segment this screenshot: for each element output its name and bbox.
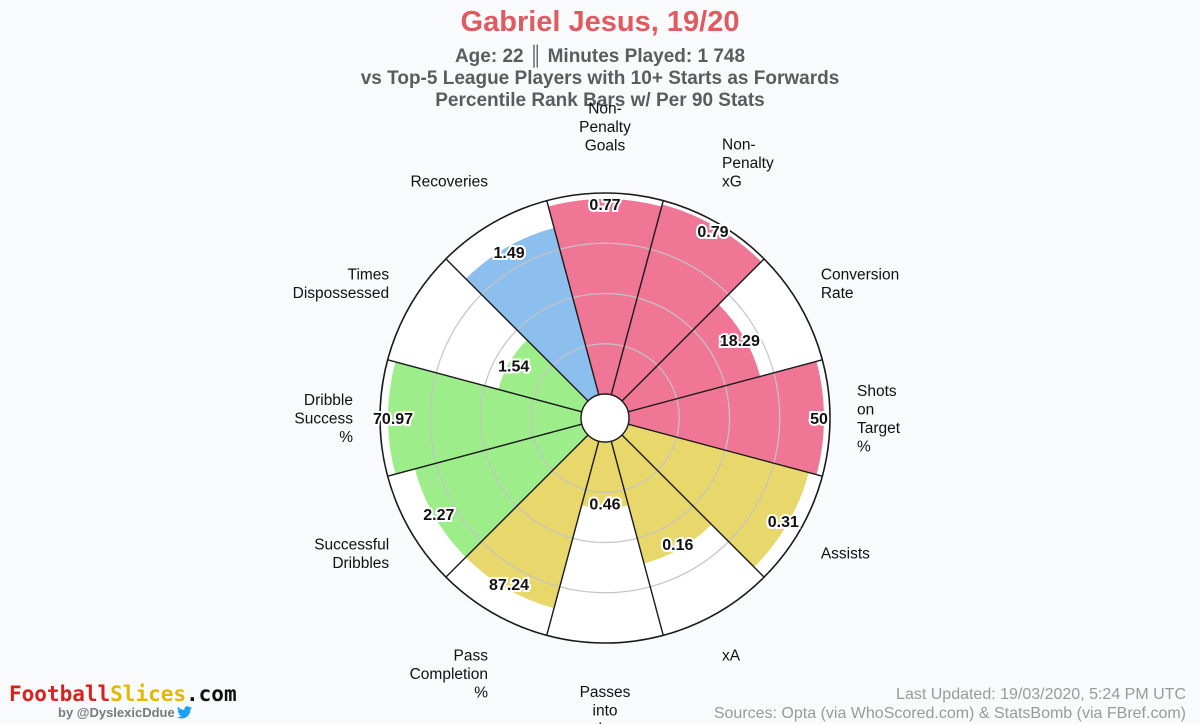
segment-divider	[628, 423, 823, 477]
value-label: 50	[810, 411, 828, 428]
category-label: Conversion Rate	[821, 266, 899, 302]
segment-divider	[610, 200, 664, 395]
category-label: Assists	[821, 546, 870, 563]
category-label: PassesintothePenalty	[579, 684, 631, 724]
byline-text: by @DyslexicDdue	[58, 705, 175, 720]
brand-part-3: .com	[186, 682, 237, 706]
value-label: 0.31	[768, 514, 799, 531]
bar-non-penalty-goals	[548, 199, 662, 395]
segment-divider	[546, 441, 600, 636]
category-label: Shots on Target%	[857, 383, 901, 456]
grid-ring	[479, 292, 731, 544]
twitter-bird-icon	[176, 706, 192, 719]
segment-divider	[610, 441, 664, 636]
segment-divider	[621, 258, 765, 402]
value-label: 18.29	[720, 333, 760, 350]
category-label: Non-Penalty xG	[722, 136, 774, 190]
bar-shots-on-target-	[628, 361, 824, 475]
subtitle-comparison: vs Top-5 League Players with 10+ Starts …	[360, 68, 840, 89]
category-label: Times Dispossessed	[293, 266, 390, 302]
segment-divider	[445, 434, 589, 578]
segment-divider	[445, 258, 589, 402]
data-sources: Sources: Opta (via WhoScored.com) & Stat…	[713, 705, 1186, 722]
segment-divider	[546, 200, 600, 395]
subtitle-age-minutes: Age: 22 ║ Minutes Played: 1 748	[454, 46, 746, 67]
value-label: 1.49	[493, 245, 524, 262]
segment-divider	[621, 434, 765, 578]
category-label: xA	[722, 648, 741, 665]
grid-ring	[530, 343, 680, 493]
segment-divider	[387, 423, 582, 477]
value-label: 1.54	[498, 358, 529, 375]
value-label: 70.97	[373, 411, 413, 428]
value-label: 0.16	[662, 537, 693, 554]
grid-ring	[429, 242, 781, 594]
category-label: Recoveries	[410, 173, 488, 190]
value-label: 87.24	[489, 577, 529, 594]
value-label: 0.79	[697, 224, 728, 241]
bar-assists	[621, 424, 809, 568]
chart-center-hole	[580, 393, 630, 443]
value-label: 2.27	[423, 507, 454, 524]
bar-xa	[611, 434, 712, 564]
value-label: 0.46	[589, 496, 620, 513]
brand-part-2: Slices	[110, 682, 187, 706]
category-label: Dribble Success%	[294, 392, 353, 446]
bar-dribble-success-	[388, 361, 582, 475]
category-label: Successful Dribbles	[314, 536, 389, 572]
category-label: Pass Completion%	[410, 648, 489, 702]
chart-outer-rim	[379, 192, 831, 644]
chart-title: Gabriel Jesus, 19/20	[460, 6, 740, 38]
byline[interactable]: by @DyslexicDdue	[58, 705, 192, 720]
subtitle-description: Percentile Rank Bars w/ Per 90 Stats	[435, 90, 765, 111]
segment-divider	[387, 359, 582, 413]
category-label: Non-Penalty Goals	[579, 100, 631, 154]
value-label: 0.77	[589, 197, 620, 214]
segment-divider	[628, 359, 823, 413]
brand-logo[interactable]: FootballSlices.com	[9, 682, 237, 706]
bar-non-penalty-xg	[611, 204, 762, 402]
last-updated: Last Updated: 19/03/2020, 5:24 PM UTC	[896, 686, 1186, 703]
brand-part-1: Football	[9, 682, 111, 706]
